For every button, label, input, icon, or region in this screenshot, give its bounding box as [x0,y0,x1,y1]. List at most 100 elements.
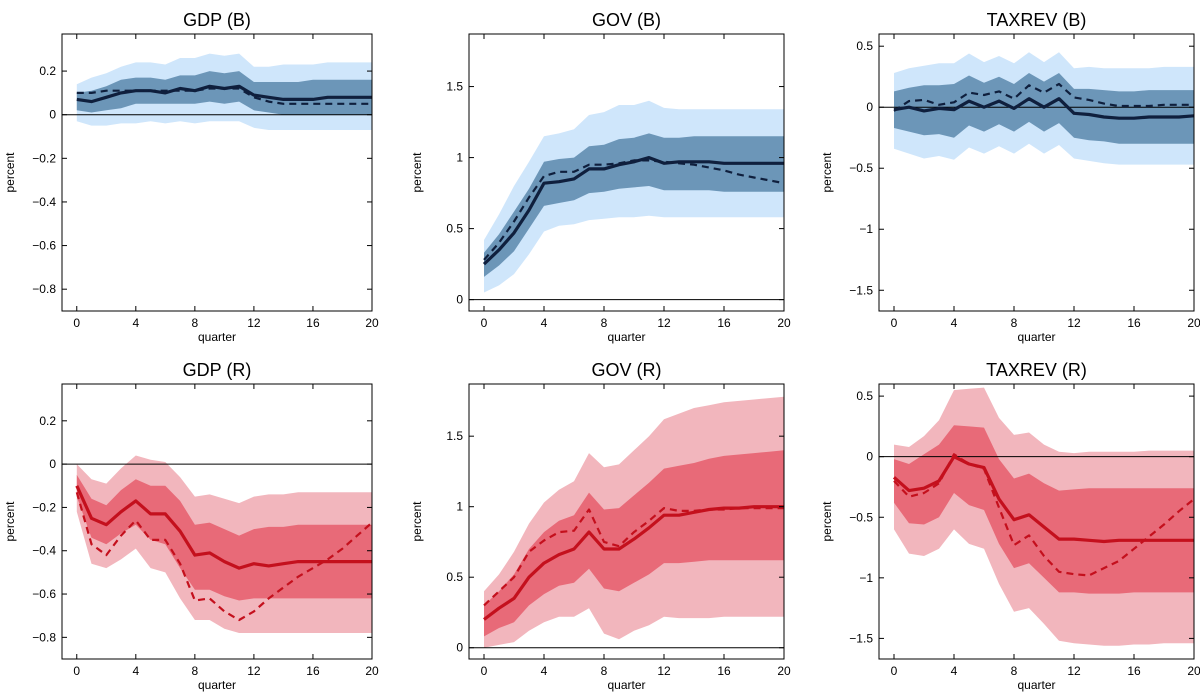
y-tick-label: −1 [859,222,873,236]
chart-panel-4: 0 4 8 12 16 20 −0.8 −0.6 −0.4 −0.2 0 0.2 GDP (R) quar… [3,360,379,692]
plot-area [469,100,784,301]
y-axis-label: percent [410,152,424,193]
y-tick-label: 0 [49,108,56,122]
x-axis-label: quarter [1017,330,1055,344]
y-tick-label: 0 [866,450,873,464]
inner-confidence-band [484,450,784,637]
x-axis-label: quarter [607,678,645,692]
panel-title: GDP (B) [183,10,251,30]
x-tick-label: 4 [132,664,139,678]
y-tick-label: −0.8 [32,630,56,644]
inner-confidence-band [484,133,784,277]
x-tick-label: 12 [657,316,671,330]
x-tick-label: 4 [951,316,958,330]
x-tick-label: 0 [481,664,488,678]
series-line-solid [482,156,784,266]
y-tick-label: 0.5 [856,389,873,403]
plot-area [879,52,1194,165]
x-tick-label: 8 [1011,664,1018,678]
x-tick-label: 4 [541,664,548,678]
y-tick-label: 1.5 [446,429,463,443]
y-tick-label: −0.5 [849,510,873,524]
plot-frame [468,33,785,312]
x-tick-label: 0 [891,316,898,330]
plot-frame [878,383,1195,660]
y-axis-label: percent [820,152,834,193]
x-tick-label: 8 [601,664,608,678]
y-tick-label: −1.5 [849,631,873,645]
y-tick-label: 0.2 [39,64,56,78]
plot-frame [468,383,785,660]
x-tick-label: 16 [1127,664,1141,678]
x-tick-label: 0 [73,316,80,330]
x-tick-label: 20 [1187,316,1200,330]
x-tick-label: 20 [777,316,791,330]
y-tick-label: 1 [456,500,463,514]
y-axis-label: percent [820,501,834,542]
y-tick-label: 0.2 [39,414,56,428]
x-tick-label: 0 [73,664,80,678]
y-tick-label: −0.6 [32,587,56,601]
plot-area [879,387,1194,646]
y-tick-label: 0.5 [446,570,463,584]
y-tick-label: −1.5 [849,283,873,297]
x-tick-label: 8 [192,664,199,678]
chart-panel-1: 0 4 8 12 16 20 −0.8 −0.6 −0.4 −0.2 0 0.2 GDP (B) quar… [3,10,379,344]
x-tick-label: 16 [306,664,320,678]
x-tick-label: 20 [1187,664,1200,678]
y-tick-label: 0 [49,457,56,471]
inner-confidence-band [76,71,372,115]
chart-panel-3: 0 4 8 12 16 20 −1.5 −1 −0.5 0 0.5 TAXREV (B) quarter… [820,10,1200,344]
series-line-solid [893,97,1194,120]
y-tick-label: 0 [866,100,873,114]
series-line-dashed [483,507,784,607]
plot-frame [61,33,373,312]
y-tick-label: −0.2 [32,500,56,514]
chart-panel-2: 0 4 8 12 16 20 0 0.5 1 1.5 GOV (B) quarter percent [410,10,791,344]
x-axis-label: quarter [607,330,645,344]
y-axis-label: percent [3,501,17,542]
y-tick-label: 0.5 [446,222,463,236]
y-tick-label: −1 [859,571,873,585]
plot-frame [878,33,1195,312]
x-tick-label: 4 [132,316,139,330]
x-tick-label: 12 [247,664,261,678]
x-tick-label: 12 [1067,316,1081,330]
y-tick-label: −0.8 [32,282,56,296]
x-tick-label: 0 [891,664,898,678]
x-tick-label: 12 [1067,664,1081,678]
x-tick-label: 16 [1127,316,1141,330]
y-tick-label: −0.2 [32,151,56,165]
panel-title: TAXREV (R) [986,360,1087,380]
panel-title: GOV (R) [592,360,662,380]
y-tick-label: 0 [456,293,463,307]
plot-area [469,396,784,649]
plot-frame [61,383,373,660]
plot-area [62,455,372,633]
x-tick-label: 16 [717,664,731,678]
x-tick-label: 8 [601,316,608,330]
y-tick-label: 1 [456,151,463,165]
x-tick-label: 12 [247,316,261,330]
series-line-dashed [893,453,1194,577]
y-axis-label: percent [410,501,424,542]
series-line-dashed [893,82,1194,112]
x-tick-label: 8 [1011,316,1018,330]
x-tick-label: 8 [192,316,199,330]
y-tick-label: 0 [456,641,463,655]
inner-confidence-band [76,474,372,601]
plot-area [62,53,372,130]
y-tick-label: 1.5 [446,80,463,94]
y-tick-label: −0.4 [32,195,56,209]
x-axis-label: quarter [198,330,236,344]
x-tick-label: 16 [306,316,320,330]
x-tick-label: 20 [365,316,379,330]
panel-title: GOV (B) [592,10,661,30]
x-tick-label: 20 [777,664,791,678]
series-line-dashed [483,159,784,261]
x-axis-label: quarter [1017,678,1055,692]
y-axis-label: percent [3,152,17,193]
x-tick-label: 12 [657,664,671,678]
panel-title: GDP (R) [183,360,252,380]
